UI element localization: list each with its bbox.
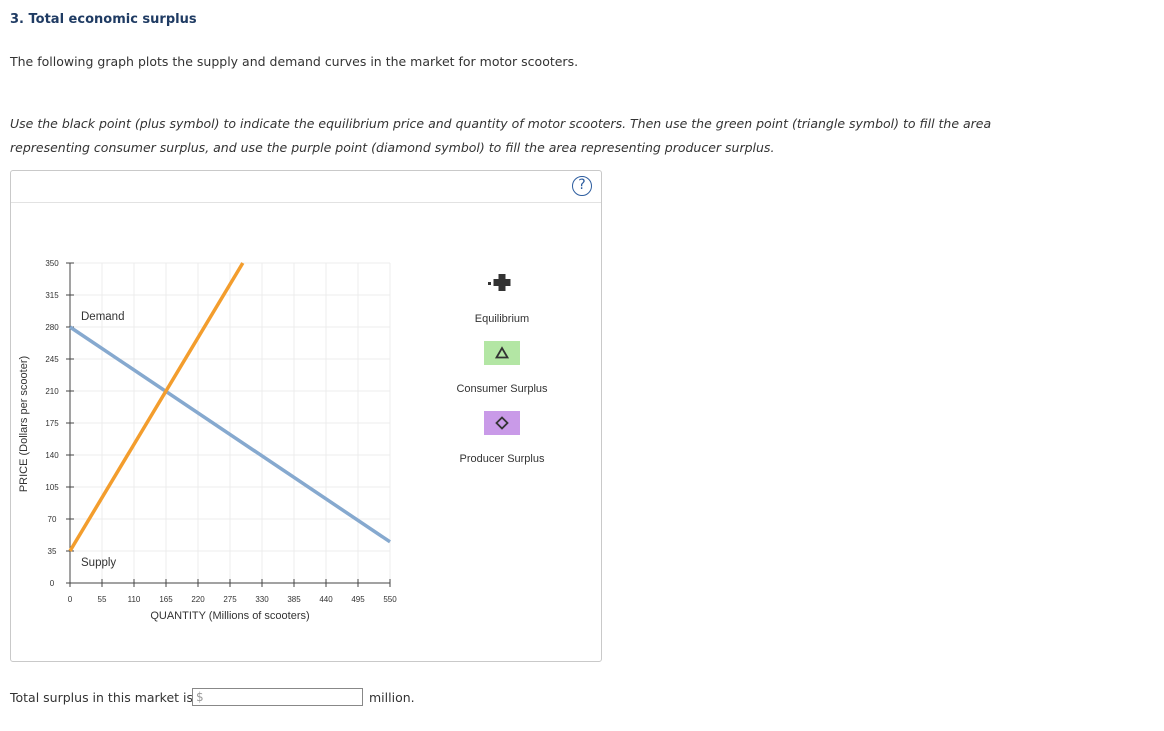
- currency-symbol: $: [196, 690, 204, 704]
- x-tick-label: 220: [191, 595, 205, 604]
- tool-palette: Equilibrium Consumer Surplus Producer Surp…: [456, 274, 548, 465]
- x-tick-label: 495: [351, 595, 365, 604]
- help-icon[interactable]: ?: [572, 176, 592, 196]
- y-tick-label: 280: [45, 323, 59, 332]
- equilibrium-tool[interactable]: [488, 274, 511, 291]
- x-tick-label: 0: [68, 595, 73, 604]
- producer-surplus-swatch: [484, 411, 520, 435]
- triangle-icon: [494, 346, 510, 359]
- demand-curve[interactable]: [69, 325, 391, 544]
- equilibrium-label: Equilibrium: [475, 313, 529, 325]
- x-axis-label: QUANTITY (Millions of scooters): [150, 610, 309, 622]
- supply-label: Supply: [81, 557, 116, 569]
- y-tick-label: 70: [48, 515, 57, 524]
- diamond-icon: [495, 416, 509, 430]
- axes: 0 55 110 165 220 275 330 385 440 495 550 0 35 70 105 14…: [45, 259, 397, 604]
- x-tick-label: 110: [128, 595, 141, 604]
- plus-icon-bar: [493, 279, 511, 286]
- series: [68, 262, 391, 552]
- instructions-text: Use the black point (plus symbol) to ind…: [10, 116, 992, 155]
- consumer-surplus-tool[interactable]: [484, 341, 520, 365]
- demand-label: Demand: [81, 311, 124, 323]
- x-tick-label: 550: [383, 595, 397, 604]
- x-tick-label: 165: [159, 595, 173, 604]
- x-tick-label: 440: [319, 595, 333, 604]
- y-tick-label: 210: [45, 387, 59, 396]
- y-tick-label: 350: [45, 259, 59, 268]
- x-tick-label: 330: [255, 595, 269, 604]
- y-tick-label: 175: [45, 419, 59, 428]
- y-tick-label: 315: [45, 291, 59, 300]
- producer-surplus-label: Producer Surplus: [460, 453, 545, 465]
- y-tick-label: 0: [50, 579, 55, 588]
- x-tick-label: 55: [98, 595, 107, 604]
- panel-divider: [11, 202, 601, 203]
- answer-unit: million.: [369, 690, 415, 705]
- total-surplus-input[interactable]: [205, 689, 360, 705]
- answer-label: Total surplus in this market is: [10, 690, 194, 705]
- supply-demand-chart[interactable]: 0 55 110 165 220 275 330 385 440 495 550 0 35 70 105 14…: [11, 171, 601, 661]
- consumer-surplus-label: Consumer Surplus: [456, 383, 548, 395]
- plus-icon-dot: [488, 282, 491, 285]
- x-tick-label: 275: [223, 595, 237, 604]
- y-tick-label: 35: [48, 547, 57, 556]
- total-surplus-field[interactable]: $: [192, 688, 363, 706]
- supply-curve[interactable]: [68, 262, 245, 552]
- series-labels: Demand Supply: [81, 311, 124, 569]
- x-tick-label: 385: [287, 595, 301, 604]
- graph-panel: ? 0 55 110 165 220 275 330 385 440 495 550 0 35 70 105…: [10, 170, 602, 662]
- y-tick-label: 140: [45, 451, 59, 460]
- producer-surplus-tool[interactable]: [484, 411, 520, 435]
- consumer-surplus-swatch: [484, 341, 520, 365]
- y-tick-label: 245: [45, 355, 59, 364]
- intro-text: The following graph plots the supply and…: [10, 54, 579, 69]
- y-axis-label: PRICE (Dollars per scooter): [18, 356, 30, 492]
- question-heading: 3. Total economic surplus: [10, 12, 197, 27]
- y-tick-label: 105: [45, 483, 59, 492]
